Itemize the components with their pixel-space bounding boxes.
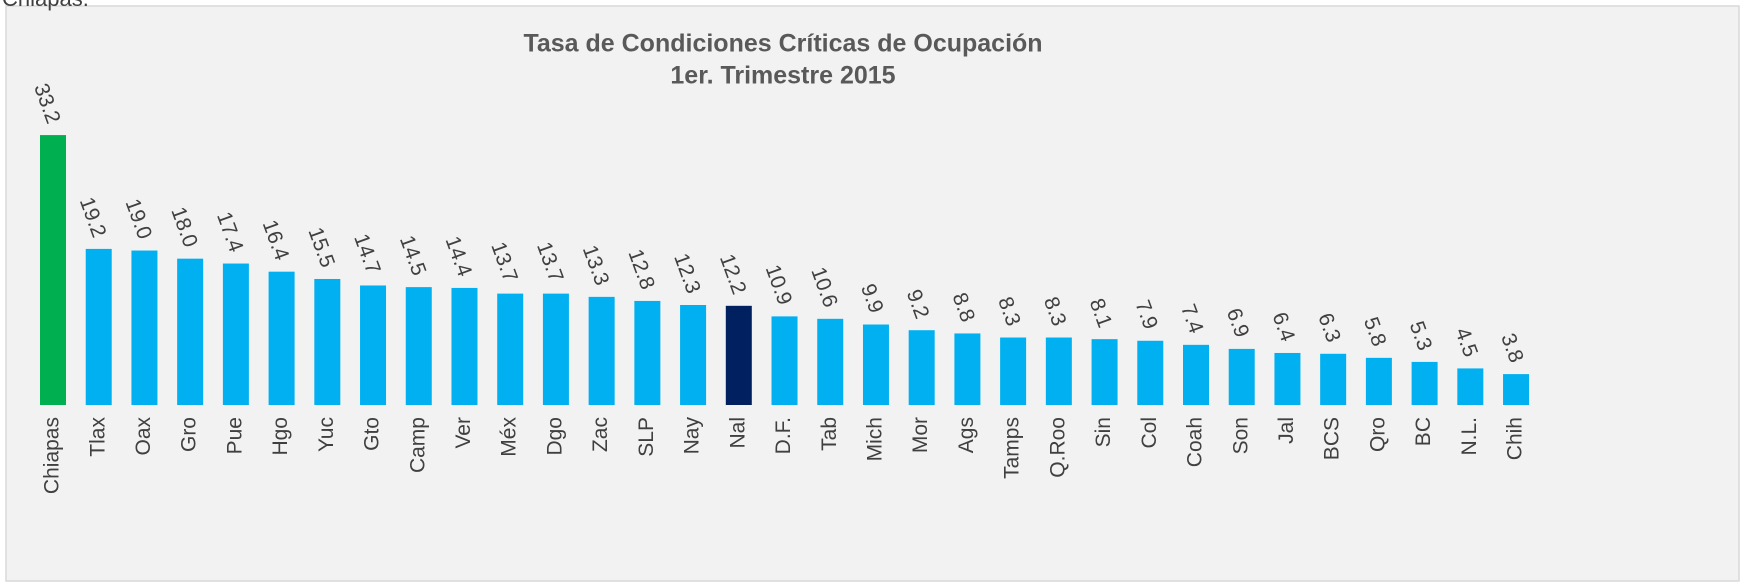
bar [131,250,158,405]
bar [1457,368,1484,405]
x-tick-label: Méx [498,417,521,457]
x-tick-label: Chih [1504,417,1527,460]
chart-area [5,5,1740,582]
bar [1274,352,1301,405]
bar [542,293,569,405]
x-tick-label: Q.Roo [1046,417,1069,478]
x-tick-label: Nay [681,417,704,455]
x-tick-label: Hgo [269,417,292,456]
bar [268,271,295,405]
x-tick-label: Ags [955,417,978,453]
bar [1365,357,1392,405]
x-tick-label: Col [1138,417,1161,449]
x-tick-label: Zac [589,417,612,452]
bar [725,305,752,405]
bar [360,285,387,405]
x-tick-label: Camp [406,417,429,473]
bar [1000,337,1027,405]
x-tick-label: SLP [635,417,658,457]
x-tick-label: Yuc [315,417,338,452]
x-tick-label: Tab [818,417,841,451]
x-tick-label: Tamps [1001,417,1024,479]
bar [817,318,844,405]
x-tick-label: Nal [726,417,749,449]
x-tick-label: Sin [1092,417,1115,447]
bar [1183,344,1209,405]
bar [405,287,432,405]
bar [85,248,112,405]
bar [1228,348,1255,405]
x-tick-label: N.L. [1458,417,1481,456]
x-tick-label: Son [1229,417,1252,454]
x-tick-label: Ver [452,417,475,449]
x-tick-label: Coah [1184,417,1207,467]
x-tick-label: D.F. [772,417,795,454]
x-tick-label: BC [1412,417,1435,446]
x-tick-label: Mor [909,417,932,453]
x-tick-label: Gto [361,417,384,451]
bar [1320,353,1347,405]
bar [954,333,981,405]
bar [497,293,524,405]
bar [314,278,341,405]
x-tick-label: Qro [1366,417,1389,452]
bar [588,296,615,405]
x-tick-label: Pue [223,417,246,454]
x-tick-label: Oax [132,417,155,456]
x-tick-label: Chiapas [41,417,64,494]
bar [177,258,204,405]
bar [862,324,889,405]
bar [1091,339,1118,405]
bar [40,135,66,406]
x-tick-label: BCS [1321,417,1344,460]
bar [1045,337,1072,405]
bar [771,316,798,405]
bar [680,305,707,405]
bar [222,263,249,405]
x-tick-label: Gro [178,417,201,452]
x-tick-label: Tlax [86,417,109,457]
x-tick-label: Jal [1275,417,1298,444]
bar [1137,340,1164,405]
bar [1411,361,1438,405]
bar [908,330,935,405]
bar [451,287,478,405]
bar [1503,374,1530,405]
chart-subtitle: 1er. Trimestre 2015 [670,62,895,90]
header-fragment: Chiapas. [2,0,89,11]
chart-title: Tasa de Condiciones Críticas de Ocupació… [523,30,1042,58]
x-tick-label: Mich [864,417,887,461]
x-tick-label: Dgo [543,417,566,456]
bar [634,300,661,405]
